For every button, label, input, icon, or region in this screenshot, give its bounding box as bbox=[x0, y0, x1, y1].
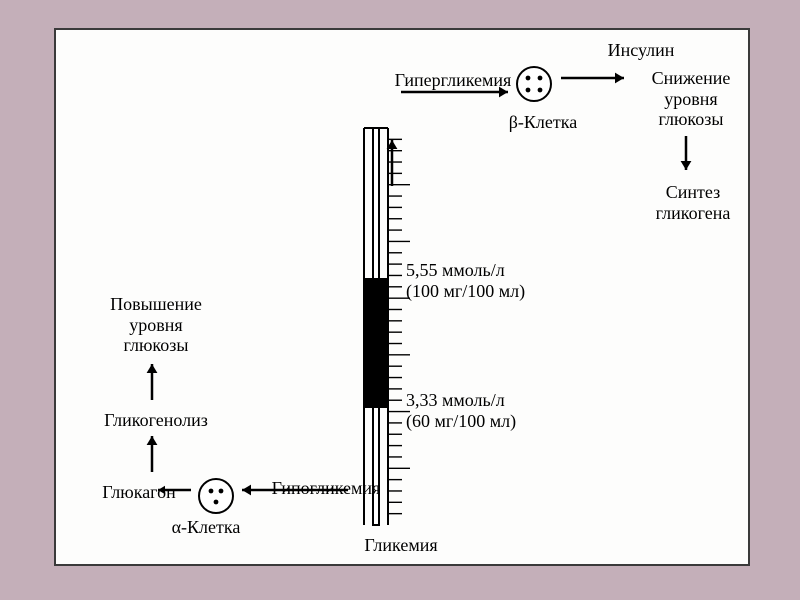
label-beta-cell: β-Клетка bbox=[498, 112, 588, 133]
label-glycemia: Гликемия bbox=[341, 535, 461, 556]
label-hypoglycemia: Гипогликемия bbox=[251, 478, 401, 499]
label-upper-value: 5,55 ммоль/л (100 мг/100 мл) bbox=[406, 260, 576, 301]
label-hyperglycemia: Гипергликемия bbox=[378, 70, 528, 91]
label-glycogenolysis: Гликогенолиз bbox=[91, 410, 221, 431]
diagram-frame: Инсулин Снижение уровня глюкозы Синтез г… bbox=[54, 28, 750, 566]
label-raising: Повышение уровня глюкозы bbox=[96, 294, 216, 356]
label-lower-value: 3,33 ммоль/л (60 мг/100 мл) bbox=[406, 390, 576, 431]
label-lowering: Снижение уровня глюкозы bbox=[636, 68, 746, 130]
label-glucagon: Глюкагон bbox=[94, 482, 184, 503]
label-glycogen-synthesis: Синтез гликогена bbox=[638, 182, 748, 223]
label-insulin: Инсулин bbox=[601, 40, 681, 61]
label-alpha-cell: α-Клетка bbox=[161, 517, 251, 538]
